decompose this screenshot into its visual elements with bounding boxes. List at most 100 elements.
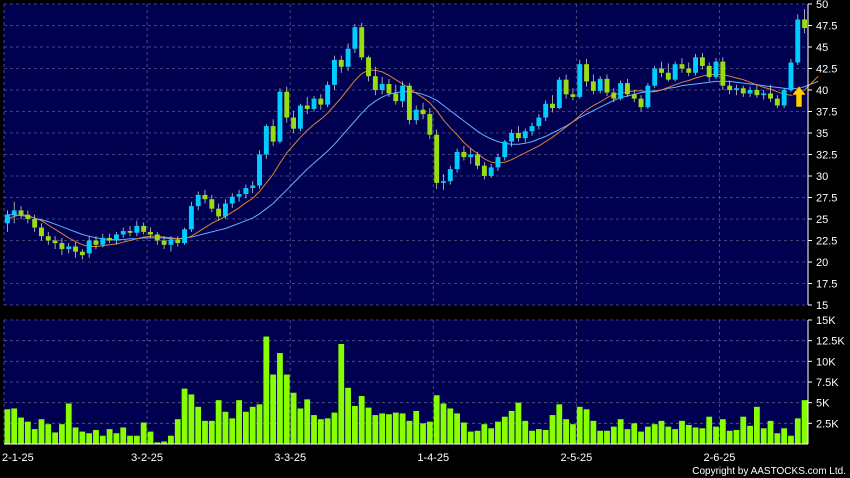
candle [4,210,10,232]
volume-bar [133,435,140,444]
volume-bar [154,442,161,444]
volume-bar [583,409,590,444]
candle-body [250,185,256,189]
candle-body [154,234,160,241]
candle-body [318,98,324,105]
volume-bar [556,404,563,444]
candle-body [645,85,651,108]
volume-bar [174,419,181,444]
candle-body [195,194,201,207]
volume-bar [358,396,365,444]
volume-bar [120,427,127,444]
volume-bar [65,403,72,444]
candle [747,86,753,97]
ma-short-line [7,69,819,247]
candle [577,59,583,99]
volume-bar [365,407,372,444]
candle [570,88,576,101]
candle [781,88,787,109]
volume-bar [45,424,52,444]
volume-bar [706,416,713,444]
candle-body [563,79,569,95]
candle [284,86,290,123]
candle-body [277,91,283,142]
candle-body [488,167,494,176]
volume-bar [270,374,277,444]
candle [222,199,228,219]
candle-body [127,231,133,233]
volume-bar [79,431,86,444]
candle-body [100,237,106,245]
candle-body [338,59,344,67]
candle [536,114,542,130]
volume-bar [406,420,413,444]
volume-bars [4,336,808,444]
volume-bar [317,419,324,444]
candle-body [291,117,297,129]
candle [366,55,371,82]
volume-bar [794,418,801,444]
candle-body [400,85,406,102]
candle-body [182,229,188,244]
volume-bar [331,412,338,444]
volume-bar [665,426,672,444]
candle [73,242,78,258]
candle-body [550,103,555,109]
candle-body [802,19,808,29]
volume-tick-label: 10K [816,356,836,368]
candle-body [427,114,433,135]
volume-bar [59,424,65,444]
candle-body [734,88,739,90]
candle [720,57,726,90]
volume-bar [38,419,45,444]
volume-bar [324,418,331,444]
candle [590,74,596,95]
candle-body [32,219,38,228]
candle-body [611,92,617,99]
volume-bar [433,395,440,444]
candle [195,191,201,211]
candle-body [257,154,262,186]
ma-long-line [7,80,819,241]
candle-body [577,64,583,97]
candle-body [788,62,794,90]
volume-bar [113,433,120,444]
candle-body [332,59,337,85]
candle-body [768,93,773,99]
candle-body [665,72,671,80]
candle [127,225,133,237]
candle-body [618,83,624,99]
candle [631,90,637,103]
candle-body [693,57,699,73]
candle-body [229,196,235,204]
candle [652,65,658,89]
volume-bar [24,421,31,444]
candle [372,66,378,96]
volume-bar [379,413,386,444]
candle [297,103,303,132]
volume-bar [161,441,168,444]
volume-bar [501,416,508,444]
volume-bar [99,435,106,444]
volume-bar [372,415,379,444]
candle [434,129,440,189]
candle-body [481,165,487,176]
volume-bar [651,424,658,444]
candle-body [134,225,140,233]
candle [52,236,58,250]
candle-body [311,98,317,109]
date-tick-label: 2-1-25 [2,452,34,464]
candle [154,231,160,245]
candle-body [454,151,460,170]
candle [488,163,494,178]
candle-body [659,68,664,73]
candle [100,233,106,248]
volume-bar [215,400,222,444]
candle-body [45,236,51,241]
candle-body [529,126,535,132]
candle-body [672,64,678,80]
candle [79,249,85,260]
candle-body [638,98,644,108]
candle [209,194,215,213]
candle [45,231,51,245]
